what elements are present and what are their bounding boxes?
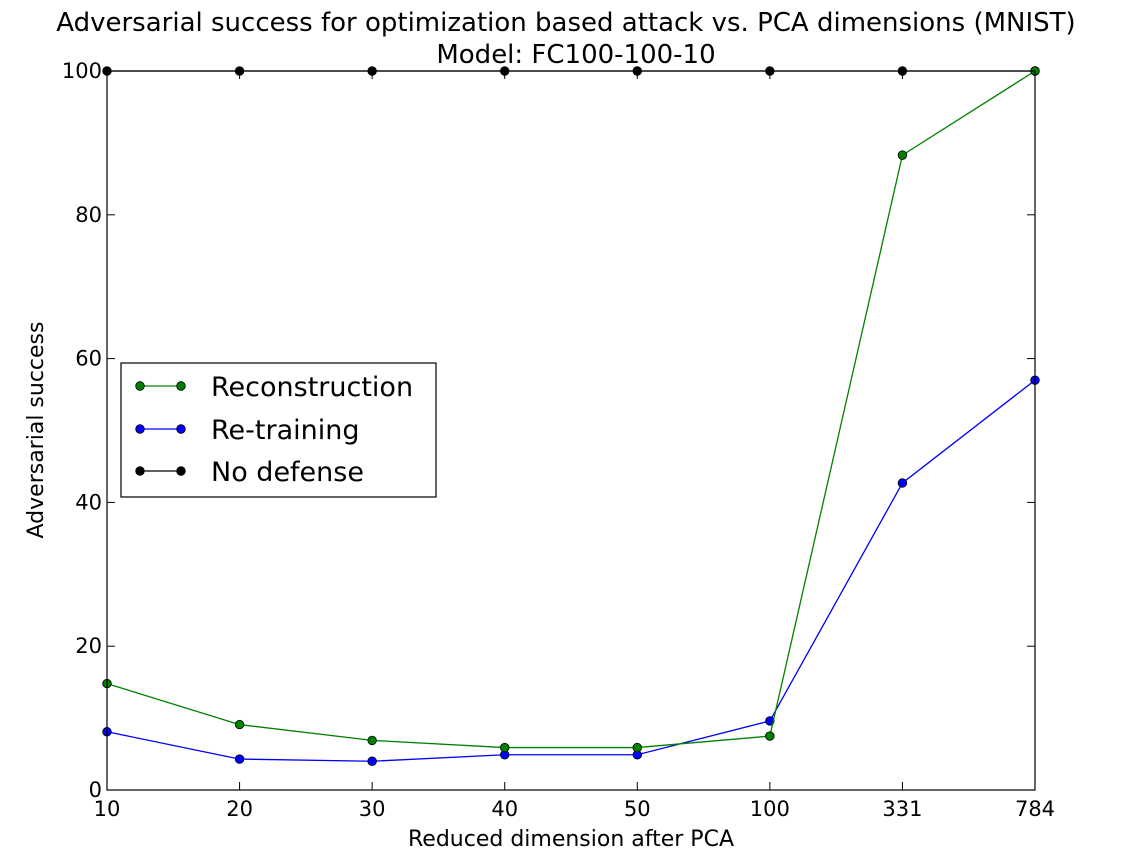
series-reconstruction — [102, 66, 1040, 753]
x-tick-label: 40 — [491, 797, 518, 821]
legend-label: No defense — [211, 457, 364, 488]
chart-title: Adversarial success for optimization bas… — [56, 8, 1075, 38]
series-line-re-training — [106, 379, 1036, 762]
data-point-re-training — [234, 754, 245, 764]
x-tick-label: 10 — [94, 797, 121, 821]
y-tick-label: 0 — [89, 778, 102, 802]
x-tick-label: 331 — [882, 797, 922, 821]
legend-item-re-training: Re-training — [135, 415, 360, 446]
legend: Reconstruction Re-training No defense — [120, 362, 437, 498]
legend-marker — [135, 424, 145, 434]
y-tick-label: 20 — [75, 634, 102, 658]
legend-box — [120, 362, 437, 498]
legend-label: Reconstruction — [211, 372, 413, 403]
x-tick-label: 50 — [624, 797, 651, 821]
legend-marker — [135, 466, 145, 476]
y-tick-label: 100 — [62, 59, 102, 83]
plot-frame — [106, 70, 1036, 791]
x-tick-label: 30 — [359, 797, 386, 821]
x-axis-label: Reduced dimension after PCA — [408, 827, 734, 852]
data-point-reconstruction — [765, 731, 775, 741]
data-point-re-training — [367, 756, 377, 766]
y-tick-label: 40 — [75, 490, 102, 514]
y-tick-label: 80 — [75, 203, 102, 227]
data-point-reconstruction — [234, 719, 245, 730]
x-tick-label: 784 — [1015, 797, 1055, 821]
series-line-reconstruction — [106, 70, 1036, 749]
data-point-re-training — [765, 716, 775, 726]
legend-marker — [176, 466, 186, 476]
data-point-reconstruction — [897, 150, 908, 160]
legend-marker — [176, 381, 186, 391]
data-point-re-training — [897, 478, 908, 488]
legend-item-reconstruction: Reconstruction — [135, 372, 413, 403]
chart-subtitle: Model: FC100-100-10 — [436, 40, 715, 70]
data-point-reconstruction — [500, 742, 510, 753]
legend-marker — [135, 381, 145, 391]
data-point-reconstruction — [367, 735, 377, 746]
legend-item-no-defense: No defense — [135, 457, 364, 488]
legend-marker — [176, 424, 186, 434]
series-re-training — [102, 375, 1040, 766]
y-tick-label: 60 — [75, 347, 102, 371]
y-axis-label: Adversarial success — [24, 322, 49, 539]
x-tick-label: 100 — [750, 797, 790, 821]
legend-label: Re-training — [211, 415, 360, 446]
data-point-reconstruction — [632, 742, 642, 753]
x-tick-label: 20 — [226, 797, 253, 821]
